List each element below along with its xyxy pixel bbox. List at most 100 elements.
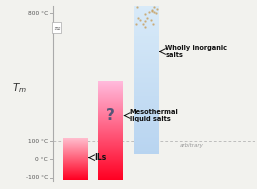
Bar xyxy=(134,131,159,132)
Bar xyxy=(134,102,159,103)
Bar xyxy=(134,129,159,130)
Bar xyxy=(134,85,159,86)
Bar xyxy=(98,147,123,148)
Bar xyxy=(98,133,123,134)
Bar xyxy=(134,16,159,17)
Bar xyxy=(134,18,159,19)
Point xyxy=(152,10,157,13)
Bar xyxy=(134,96,159,97)
Bar xyxy=(134,70,159,71)
Bar xyxy=(98,173,123,174)
Bar xyxy=(134,44,159,45)
Bar xyxy=(134,72,159,73)
Bar xyxy=(134,105,159,106)
Bar xyxy=(134,45,159,46)
Bar xyxy=(98,94,123,95)
Bar xyxy=(134,98,159,99)
Bar xyxy=(98,145,123,146)
Bar xyxy=(98,116,123,117)
Bar xyxy=(134,53,159,54)
Bar xyxy=(134,57,159,58)
Bar xyxy=(98,162,123,163)
Bar xyxy=(98,98,123,99)
Bar xyxy=(134,39,159,40)
Bar xyxy=(134,122,159,123)
Point xyxy=(135,6,139,9)
Bar xyxy=(98,89,123,90)
Bar xyxy=(98,99,123,100)
Bar xyxy=(98,139,123,140)
Bar xyxy=(98,129,123,130)
Bar xyxy=(98,140,123,141)
Bar xyxy=(98,151,123,152)
Bar xyxy=(98,101,123,102)
Bar xyxy=(98,153,123,154)
Bar xyxy=(98,130,123,131)
Bar xyxy=(98,102,123,103)
Bar xyxy=(134,81,159,82)
Bar xyxy=(98,156,123,157)
Bar xyxy=(134,144,159,145)
Bar xyxy=(134,133,159,134)
Bar xyxy=(98,110,123,111)
Bar xyxy=(134,34,159,35)
Text: $T_m$: $T_m$ xyxy=(12,81,27,95)
Bar xyxy=(98,120,123,121)
Bar xyxy=(98,178,123,179)
Bar xyxy=(134,38,159,39)
Bar xyxy=(134,118,159,119)
Bar xyxy=(134,136,159,137)
Bar xyxy=(134,55,159,56)
Bar xyxy=(98,141,123,142)
Bar xyxy=(134,58,159,59)
Bar xyxy=(98,146,123,147)
Bar xyxy=(98,108,123,109)
Bar xyxy=(98,106,123,107)
Bar xyxy=(134,78,159,79)
Bar xyxy=(134,120,159,121)
Point xyxy=(143,13,147,16)
Bar xyxy=(98,113,123,114)
Bar xyxy=(134,87,159,88)
Bar xyxy=(134,17,159,18)
Point xyxy=(155,7,159,10)
Bar xyxy=(134,31,159,32)
Bar xyxy=(98,124,123,125)
Bar xyxy=(98,154,123,155)
Bar xyxy=(98,176,123,177)
Bar xyxy=(134,43,159,44)
Bar xyxy=(98,174,123,175)
Bar xyxy=(134,121,159,122)
Point xyxy=(151,22,155,25)
Bar xyxy=(98,155,123,156)
Bar xyxy=(134,124,159,125)
Bar xyxy=(134,52,159,53)
Text: ILs: ILs xyxy=(94,153,107,162)
Bar xyxy=(98,96,123,97)
Point xyxy=(148,11,152,14)
Bar xyxy=(134,63,159,64)
Bar xyxy=(98,163,123,164)
Bar xyxy=(98,125,123,126)
Bar xyxy=(134,88,159,89)
Bar xyxy=(134,46,159,47)
Bar xyxy=(134,67,159,68)
Bar xyxy=(134,147,159,148)
Bar xyxy=(134,104,159,105)
Point xyxy=(149,19,153,22)
Bar xyxy=(98,172,123,173)
Bar xyxy=(98,111,123,112)
Bar xyxy=(134,74,159,75)
Bar xyxy=(134,30,159,31)
Bar xyxy=(98,157,123,158)
Bar xyxy=(134,7,159,8)
Bar xyxy=(134,132,159,133)
Bar xyxy=(134,28,159,29)
Bar xyxy=(134,119,159,120)
Bar xyxy=(98,128,123,129)
Bar xyxy=(134,21,159,22)
Bar xyxy=(98,135,123,136)
Bar xyxy=(134,19,159,20)
Bar xyxy=(134,25,159,26)
Bar xyxy=(98,179,123,180)
